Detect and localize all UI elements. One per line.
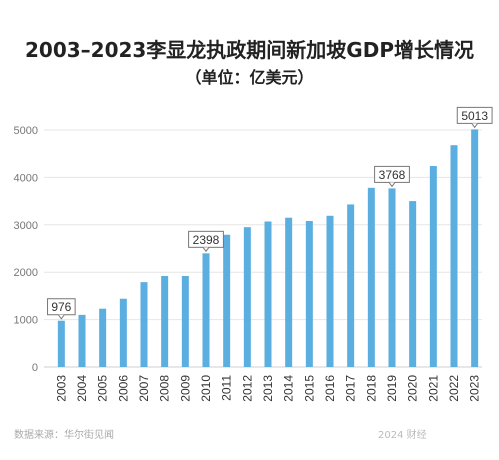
callout-value: 976 [51, 300, 71, 314]
bar-2017 [347, 204, 355, 367]
x-tick-label: 2014 [282, 375, 296, 402]
bar-2008 [161, 275, 169, 367]
x-tick-label: 2006 [116, 375, 130, 402]
bar-2015 [305, 221, 313, 367]
bar-2004 [78, 314, 86, 367]
bar-2010 [202, 253, 210, 367]
chart-subtitle: （单位：亿美元） [185, 68, 314, 87]
callout-value: 3768 [379, 168, 406, 182]
y-tick-label: 1000 [14, 315, 38, 327]
bar-2007 [140, 282, 148, 367]
x-tick-label: 2021 [426, 375, 440, 402]
bar-2009 [181, 275, 189, 367]
x-tick-label: 2003 [54, 375, 68, 402]
x-tick-label: 2015 [302, 375, 316, 402]
x-tick-label: 2004 [75, 375, 89, 402]
data-label-2010: 2398 [188, 230, 224, 253]
bar-2022 [450, 145, 458, 367]
bar-2003 [57, 320, 65, 367]
bar-2023 [471, 129, 479, 367]
bar-2018 [367, 187, 375, 367]
bar-2021 [429, 166, 437, 367]
x-tick-label: 2013 [261, 375, 275, 402]
bar-2014 [285, 217, 293, 367]
x-tick-label: 2019 [385, 375, 399, 402]
y-tick-label: 4000 [14, 172, 38, 184]
callout-value: 5013 [461, 109, 488, 123]
y-tick-label: 5000 [14, 125, 38, 137]
callout-pointer [57, 314, 65, 320]
bar-2006 [119, 298, 127, 367]
x-tick-label: 2012 [240, 375, 254, 402]
x-tick-label: 2005 [96, 375, 110, 402]
data-label-2019: 3768 [374, 165, 410, 188]
x-tick-label: 2017 [344, 375, 358, 402]
callout-pointer [202, 247, 210, 253]
bar-2013 [264, 221, 272, 367]
x-tick-label: 2023 [468, 375, 482, 402]
callout-pointer [471, 123, 479, 129]
x-tick-label: 2009 [178, 375, 192, 402]
chart-title: 2003–2023李显龙执政期间新加坡GDP增长情况 [24, 38, 474, 62]
callout-value: 2398 [193, 233, 220, 247]
callout-pointer [388, 182, 396, 188]
bar-2005 [99, 308, 107, 367]
x-tick-label: 2016 [323, 375, 337, 402]
bar-2012 [243, 227, 251, 367]
y-tick-label: 3000 [14, 220, 38, 232]
x-tick-label: 2008 [158, 375, 172, 402]
bar-2019 [388, 188, 396, 367]
x-tick-label: 2010 [199, 375, 213, 402]
bar-2020 [409, 201, 417, 367]
x-tick-label: 2007 [137, 375, 151, 402]
watermark: 2024 财经 [378, 430, 427, 441]
x-tick-label: 2022 [447, 375, 461, 402]
data-label-2003: 976 [47, 298, 76, 320]
data-label-2023: 5013 [456, 106, 493, 129]
y-tick-label: 2000 [14, 267, 38, 279]
x-tick-label: 2011 [220, 375, 234, 401]
bar-2016 [326, 215, 334, 367]
y-tick-label: 0 [32, 362, 38, 374]
x-tick-label: 2020 [406, 375, 420, 402]
source-note: 数据来源：华尔街见闻 [14, 430, 114, 441]
x-tick-label: 2018 [364, 375, 378, 402]
bar-2011 [223, 234, 231, 367]
